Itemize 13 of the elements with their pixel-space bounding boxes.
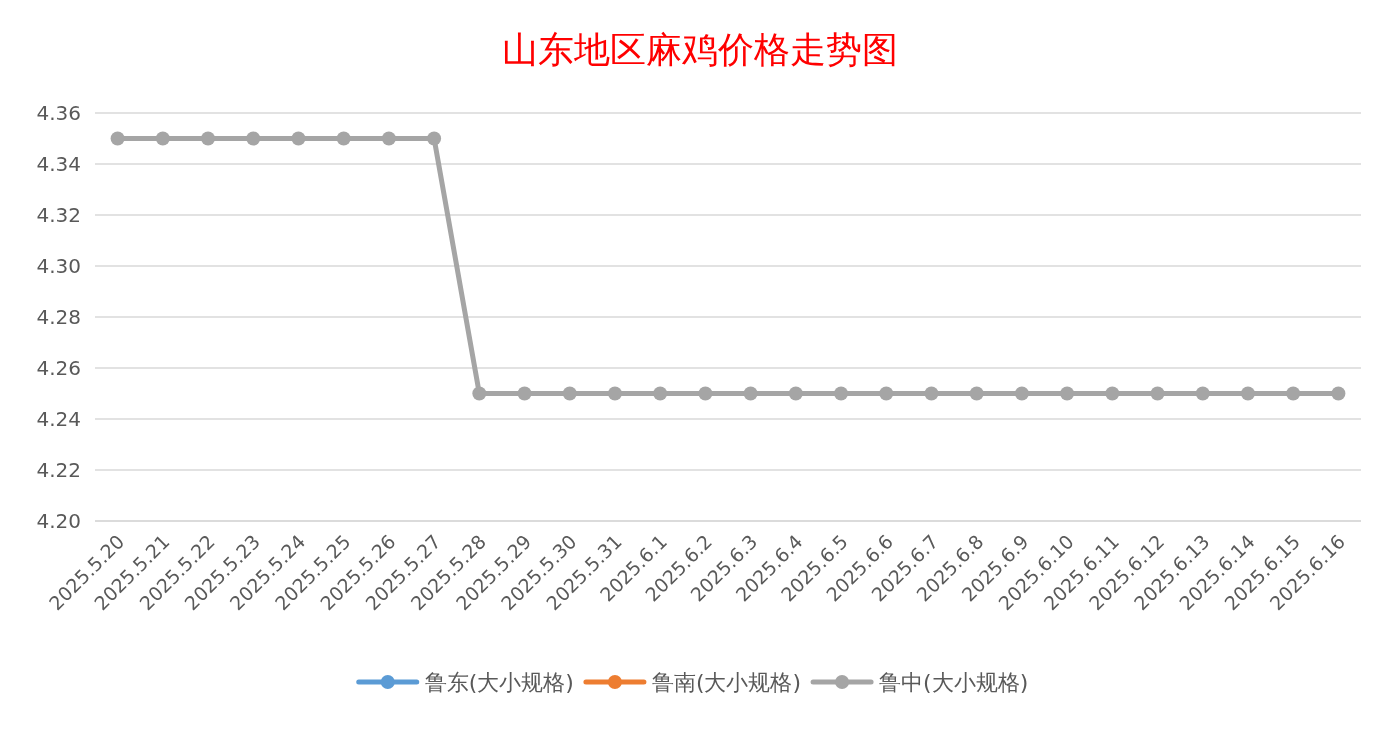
- legend-label: 鲁东(大小规格): [424, 670, 574, 695]
- y-tick-label: 4.24: [36, 407, 81, 431]
- y-tick-label: 4.22: [36, 458, 81, 482]
- legend-label: 鲁南(大小规格): [651, 670, 802, 695]
- y-tick-label: 4.20: [36, 509, 81, 533]
- y-tick-label: 4.28: [36, 305, 81, 329]
- y-tick-label: 4.26: [36, 356, 81, 380]
- y-tick-label: 4.30: [36, 254, 81, 278]
- chart-title: 山东地区麻鸡价格走势图: [501, 29, 898, 70]
- y-tick-label: 4.32: [36, 203, 81, 227]
- y-tick-label: 4.36: [36, 101, 81, 125]
- legend-label: 鲁中(大小规格): [879, 670, 1029, 695]
- y-tick-label: 4.34: [36, 152, 81, 176]
